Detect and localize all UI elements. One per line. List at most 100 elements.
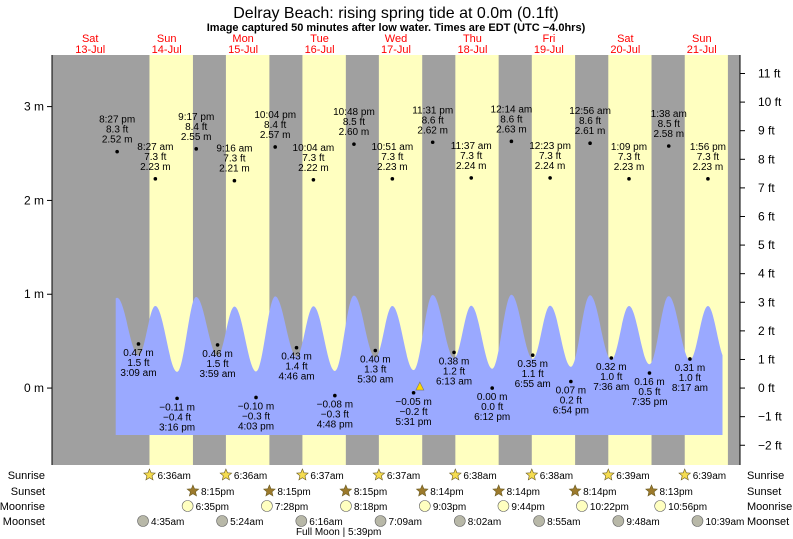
low-tide-point <box>254 395 258 400</box>
high-tide-time: 9:16 am <box>216 144 252 155</box>
low-tide-time: 3:09 am <box>120 368 156 379</box>
day-name: Wed <box>385 33 407 45</box>
low-tide-meters: −0.11 m <box>159 402 195 413</box>
low-tide-feet: −0.3 ft <box>321 410 349 421</box>
high-tide-feet: 7.3 ft <box>697 152 719 163</box>
sunset-time: 8:15pm <box>277 487 310 498</box>
low-tide-meters: −0.08 m <box>317 400 353 411</box>
day-name: Thu <box>463 33 482 45</box>
low-tide-meters: 0.31 m <box>675 363 706 374</box>
moonset-time: 5:24am <box>230 517 263 528</box>
current-time-marker <box>415 381 425 391</box>
right-tick-label: −1 ft <box>758 410 782 424</box>
low-tide-point <box>373 348 378 353</box>
high-tide-meters: 2.22 m <box>298 163 329 174</box>
low-tide-point <box>333 393 337 398</box>
low-tide-meters: −0.10 m <box>238 401 274 412</box>
sunrise-icon <box>525 468 539 481</box>
low-tide-feet: 1.0 ft <box>600 372 622 383</box>
day-date: 21‐Jul <box>687 44 717 56</box>
day-date: 17‐Jul <box>381 44 411 56</box>
low-tide-point <box>609 356 614 360</box>
sunrise-time: 6:36am <box>157 471 190 482</box>
moonset-time: 8:55am <box>547 517 580 528</box>
low-tide-time: 4:48 pm <box>317 420 353 431</box>
low-tide-meters: 0.46 m <box>202 349 233 360</box>
moonrise-time: 7:28pm <box>275 502 308 513</box>
sunset-icon <box>415 484 429 497</box>
low-tide-feet: 0.2 ft <box>560 395 582 406</box>
high-tide-feet: 7.3 ft <box>539 151 561 162</box>
moonset-icon <box>374 515 387 527</box>
high-tide-time: 9:17 pm <box>178 112 214 123</box>
moonrise-time: 9:44pm <box>511 502 544 513</box>
moonset-time: 6:16am <box>309 517 342 528</box>
low-tide-time: 5:31 pm <box>396 417 432 428</box>
moonset-icon <box>137 515 149 527</box>
low-tide-feet: 1.0 ft <box>679 373 701 384</box>
high-tide-point <box>390 177 395 181</box>
sunset-time: 8:15pm <box>201 487 234 498</box>
low-tide-meters: 0.07 m <box>556 385 587 396</box>
low-tide-time: 7:36 am <box>593 382 629 393</box>
high-tide-time: 11:31 pm <box>412 105 453 116</box>
day-name: Sat <box>617 33 634 45</box>
low-tide-meters: −0.05 m <box>395 397 431 408</box>
high-tide-meters: 2.23 m <box>377 162 408 173</box>
moonset-time: 7:09am <box>389 517 422 528</box>
moonrise-icon <box>654 500 666 512</box>
high-tide-meters: 2.21 m <box>219 164 250 175</box>
high-tide-feet: 8.6 ft <box>500 114 522 125</box>
right-tick-label: 5 ft <box>758 238 775 252</box>
moonset-time: 4:35am <box>151 517 184 528</box>
day-name: Sun <box>157 33 177 45</box>
sunset-time: 8:14pm <box>430 487 463 498</box>
moonrise-icon <box>181 500 194 512</box>
high-tide-point <box>194 147 199 151</box>
sunset-time: 8:14pm <box>507 487 540 498</box>
high-tide-feet: 8.3 ft <box>106 125 128 136</box>
low-tide-time: 5:30 am <box>357 375 393 386</box>
high-tide-point <box>509 139 514 144</box>
low-tide-feet: 0.5 ft <box>638 387 660 398</box>
high-tide-time: 10:51 am <box>371 142 413 153</box>
day-date: 14‐Jul <box>152 44 182 56</box>
high-tide-feet: 7.3 ft <box>144 152 166 163</box>
low-tide-meters: 0.43 m <box>281 352 312 363</box>
low-tide-feet: 1.4 ft <box>285 362 307 373</box>
high-tide-meters: 2.23 m <box>614 162 645 173</box>
high-tide-meters: 2.24 m <box>535 161 566 172</box>
day-labels: Sat13‐JulSun14‐JulMon15‐JulTue16‐JulWed1… <box>75 33 717 56</box>
sunrise-icon <box>601 468 615 481</box>
row-label-moonrise: Moonrise <box>0 501 45 513</box>
high-tide-feet: 8.6 ft <box>579 116 601 127</box>
high-tide-feet: 8.4 ft <box>264 120 286 131</box>
high-tide-feet: 7.3 ft <box>223 154 245 165</box>
low-tide-feet: 1.2 ft <box>443 366 465 377</box>
sunset-time: 8:14pm <box>583 487 616 498</box>
right-tick-label: 7 ft <box>758 181 775 195</box>
high-tide-meters: 2.57 m <box>260 130 291 141</box>
low-tide-time: 3:59 am <box>199 369 235 380</box>
day-date: 19‐Jul <box>534 44 564 56</box>
moonset-icon <box>533 515 545 527</box>
sunset-time: 8:13pm <box>660 487 693 498</box>
row-label-sunrise-right: Sunrise <box>747 470 784 482</box>
right-tick-label: 6 ft <box>758 209 775 223</box>
axes: 3 m 2 m 1 m 0 m 11 ft 10 ft 9 ft 8 ft 7 ft 6 ft 5 … <box>24 55 782 465</box>
moonrise-time: 6:35pm <box>196 502 229 513</box>
sunset-icon <box>262 484 276 497</box>
moonset-icon <box>691 515 704 527</box>
day-name: Sun <box>692 33 712 45</box>
row-label-moonset: Moonset <box>3 516 45 528</box>
row-label-moonrise-right: Moonrise <box>747 501 792 513</box>
sunrise-icon <box>295 468 309 481</box>
low-tide-feet: −0.3 ft <box>242 411 270 422</box>
high-tide-meters: 2.55 m <box>181 132 212 143</box>
low-tide-time: 7:35 pm <box>631 397 667 408</box>
high-tide-point <box>311 177 316 182</box>
high-tide-point <box>232 178 237 183</box>
high-tide-point <box>706 177 710 181</box>
day-name: Tue <box>310 33 329 45</box>
low-tide-time: 6:13 am <box>436 376 472 387</box>
